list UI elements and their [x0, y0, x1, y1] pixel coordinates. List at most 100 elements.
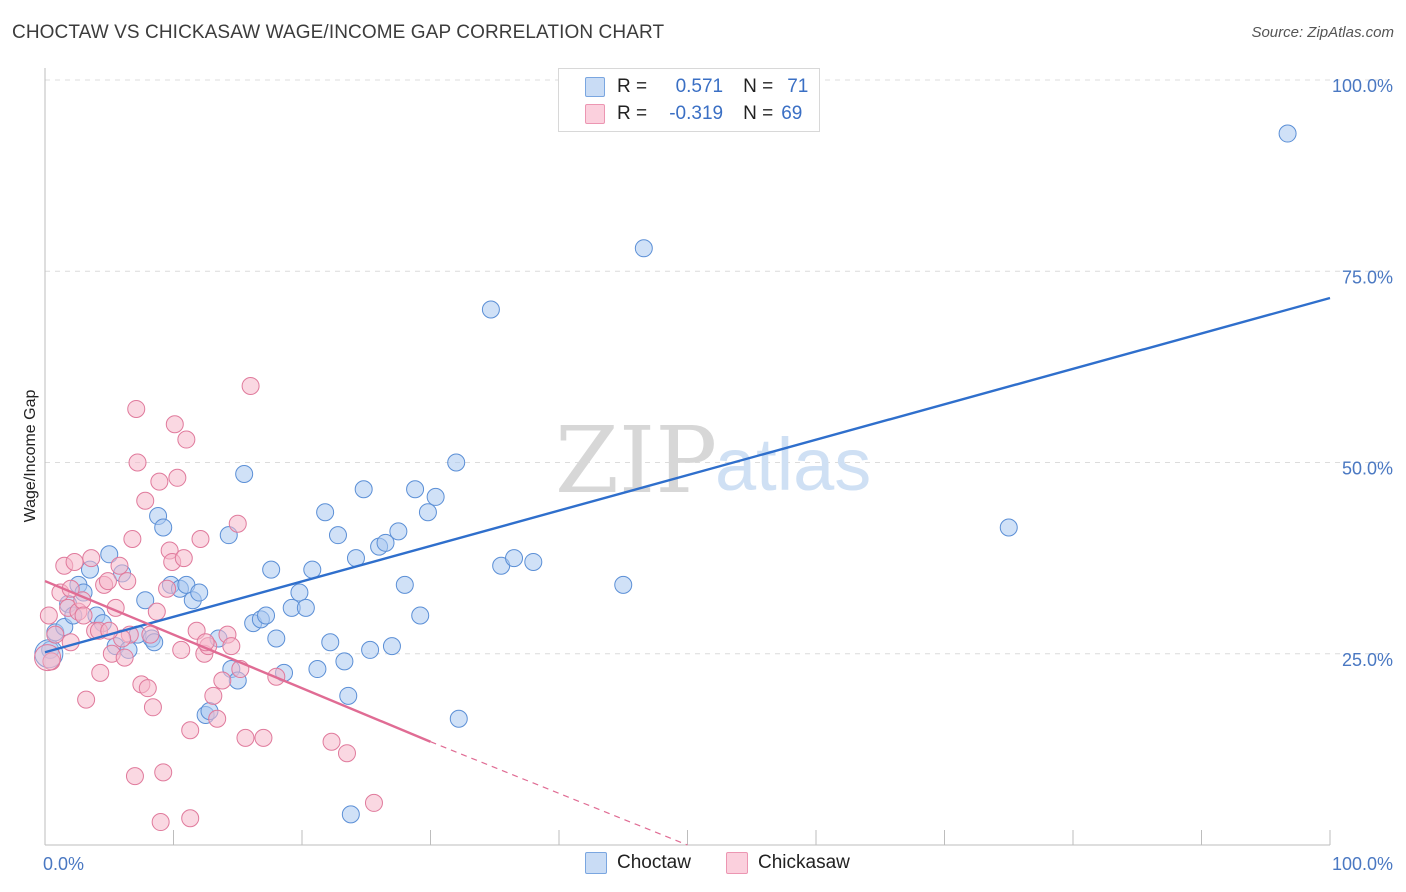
data-point-chickasaw: [128, 453, 147, 472]
data-point-choctaw: [447, 453, 466, 472]
data-point-choctaw: [382, 637, 401, 656]
data-point-chickasaw: [177, 430, 196, 449]
data-point-choctaw: [999, 518, 1018, 537]
legend-swatch-choctaw: [585, 77, 605, 97]
data-point-choctaw: [296, 598, 315, 617]
legend-n-value: 69: [781, 103, 803, 124]
data-point-choctaw: [257, 606, 276, 625]
watermark-zip: ZIP: [555, 407, 717, 514]
data-point-chickasaw: [236, 728, 255, 747]
data-point-choctaw: [418, 503, 437, 522]
data-point-choctaw: [505, 549, 524, 568]
x-tick-label: 0.0%: [43, 854, 84, 874]
bottom-legend-chickasaw: Chickasaw: [726, 852, 850, 874]
data-point-chickasaw: [125, 767, 144, 786]
bottom-swatch-chickasaw: [726, 852, 748, 874]
source-note: Source: ZipAtlas.com: [1251, 24, 1394, 41]
data-point-choctaw: [328, 526, 347, 545]
data-point-choctaw: [154, 518, 173, 537]
tick-labels: 25.0% 50.0% 75.0% 100.0% 0.0% 100.0%: [43, 76, 1393, 874]
data-point-chickasaw: [143, 698, 162, 717]
data-point-choctaw: [524, 552, 543, 571]
data-point-chickasaw: [172, 640, 191, 659]
legend-n-value: 71: [787, 76, 809, 97]
data-point-chickasaw: [91, 663, 110, 682]
data-point-choctaw: [190, 583, 209, 602]
series-choctaw-points: [34, 124, 1297, 824]
data-point-choctaw: [614, 575, 633, 594]
data-point-chickasaw: [241, 377, 260, 395]
bottom-legend-label-chickasaw: Chickasaw: [758, 852, 850, 873]
data-point-chickasaw: [110, 556, 129, 575]
legend-row-chickasaw: R = -0.319 N = 69: [585, 102, 802, 126]
data-point-chickasaw: [181, 721, 200, 740]
data-point-choctaw: [339, 686, 358, 705]
data-point-choctaw: [341, 805, 360, 824]
data-point-choctaw: [411, 606, 430, 625]
bottom-legend-label-choctaw: Choctaw: [617, 852, 691, 873]
data-point-choctaw: [634, 239, 653, 258]
data-point-chickasaw: [364, 793, 383, 812]
data-point-choctaw: [316, 503, 335, 522]
data-point-chickasaw: [147, 602, 166, 621]
data-point-choctaw: [426, 487, 445, 506]
data-point-chickasaw: [77, 690, 96, 709]
y-tick-label: 75.0%: [1342, 267, 1393, 287]
trend-line-extension: [430, 741, 688, 846]
bottom-swatch-choctaw: [585, 852, 607, 874]
data-point-chickasaw: [204, 686, 223, 705]
data-point-choctaw: [267, 629, 286, 648]
data-point-choctaw: [406, 480, 425, 499]
legend-n-label: N =: [743, 103, 774, 124]
data-point-chickasaw: [98, 572, 117, 591]
data-point-chickasaw: [154, 763, 173, 782]
data-point-choctaw: [395, 575, 414, 594]
trend-line-choctaw: [44, 296, 1331, 654]
data-point-choctaw: [136, 591, 155, 610]
stats-legend: R = 0.571 N = 71 R = -0.319 N = 69: [558, 68, 820, 132]
data-point-choctaw: [335, 652, 354, 671]
data-point-chickasaw: [254, 728, 273, 747]
legend-r-label: R =: [617, 76, 648, 97]
data-point-chickasaw: [322, 732, 341, 751]
y-tick-label: 25.0%: [1342, 650, 1393, 670]
data-point-choctaw: [354, 480, 373, 499]
data-point-chickasaw: [118, 572, 137, 591]
data-point-chickasaw: [115, 648, 134, 667]
data-point-choctaw: [303, 560, 322, 579]
data-point-chickasaw: [165, 415, 184, 434]
data-point-choctaw: [361, 640, 380, 659]
legend-n-label: N =: [743, 76, 774, 97]
data-point-chickasaw: [46, 625, 65, 644]
data-point-chickasaw: [127, 399, 146, 418]
trend-line-chickasaw: [44, 579, 431, 743]
legend-r-value: -0.319: [669, 103, 724, 124]
y-axis-label: Wage/Income Gap: [22, 390, 39, 523]
data-point-choctaw: [308, 660, 327, 679]
data-point-chickasaw: [39, 606, 58, 625]
data-point-chickasaw: [181, 809, 200, 828]
data-point-chickasaw: [82, 549, 101, 568]
trend-lines: [44, 296, 1331, 846]
legend-r-label: R =: [617, 103, 648, 124]
data-point-chickasaw: [191, 530, 210, 548]
data-point-chickasaw: [151, 813, 170, 832]
data-point-choctaw: [481, 300, 500, 319]
data-point-choctaw: [290, 583, 309, 602]
data-point-chickasaw: [138, 679, 157, 698]
legend-r-value: 0.571: [675, 76, 724, 97]
data-point-choctaw: [376, 533, 395, 552]
y-tick-label: 100.0%: [1332, 76, 1393, 96]
data-point-choctaw: [235, 464, 254, 483]
data-point-choctaw: [389, 522, 408, 541]
x-tick-label: 100.0%: [1332, 854, 1393, 874]
data-point-chickasaw: [150, 472, 169, 491]
bottom-legend-choctaw: Choctaw: [585, 852, 691, 874]
legend-swatch-chickasaw: [585, 104, 605, 124]
data-point-chickasaw: [337, 744, 356, 763]
chart-title: CHOCTAW VS CHICKASAW WAGE/INCOME GAP COR…: [12, 22, 665, 43]
data-point-chickasaw: [228, 514, 247, 533]
data-point-chickasaw: [74, 606, 93, 625]
legend-row-choctaw: R = 0.571 N = 71: [585, 75, 808, 99]
